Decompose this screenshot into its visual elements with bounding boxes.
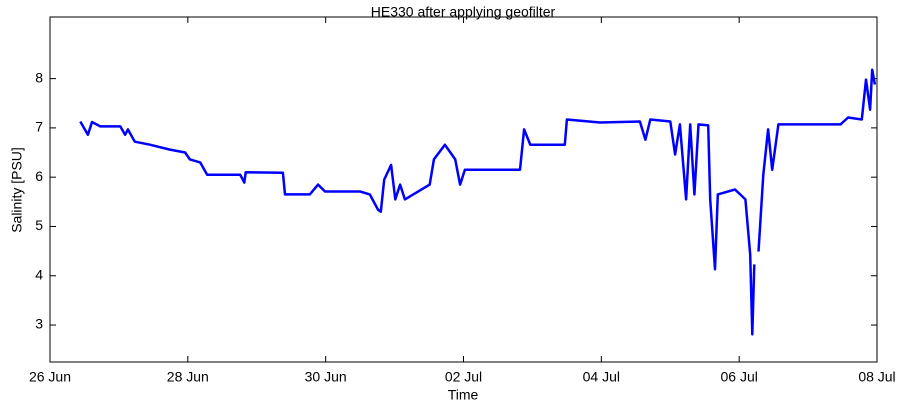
x-tick-label: 30 Jun <box>305 369 347 385</box>
x-axis-label: Time <box>448 387 479 403</box>
y-tick-label: 7 <box>35 119 43 135</box>
y-tick-label: 8 <box>35 69 43 85</box>
x-tick-label: 26 Jun <box>29 369 71 385</box>
x-tick-label: 08 Jul <box>858 369 895 385</box>
y-axis-label: Salinity [PSU] <box>9 147 25 233</box>
data-line <box>79 68 877 336</box>
y-tick-label: 4 <box>35 266 43 282</box>
y-tick-label: 5 <box>35 217 43 233</box>
x-tick-label: 06 Jul <box>720 369 757 385</box>
x-tick-label: 02 Jul <box>445 369 482 385</box>
x-tick-label: 28 Jun <box>167 369 209 385</box>
chart-title: HE330 after applying geofilter <box>371 4 556 20</box>
y-tick-label: 6 <box>35 168 43 184</box>
y-tick-label: 3 <box>35 316 43 332</box>
x-tick-label: 04 Jul <box>583 369 620 385</box>
